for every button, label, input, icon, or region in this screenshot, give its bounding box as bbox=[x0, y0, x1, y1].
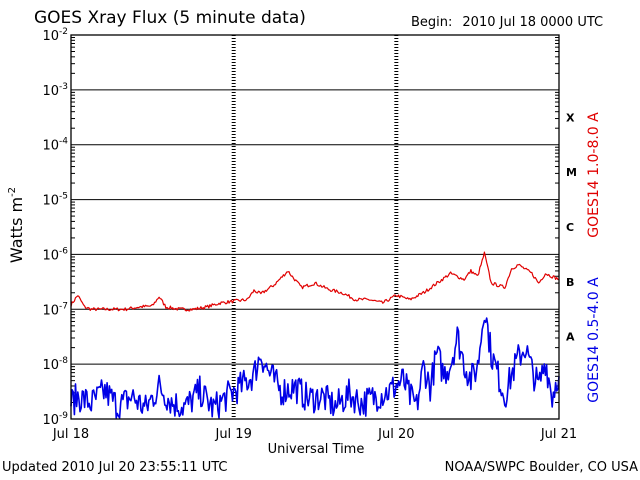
x-tick-label: Jul 18 bbox=[52, 427, 89, 442]
plot-frame bbox=[70, 34, 560, 420]
flare-class-label: A bbox=[566, 331, 575, 344]
legend-entry: GOES14 1.0-8.0 A bbox=[586, 112, 602, 238]
y-tick-exponent: -3 bbox=[59, 82, 68, 92]
begin-value: 2010 Jul 18 0000 UTC bbox=[462, 15, 604, 30]
y-tick-label: 10-7 bbox=[42, 301, 68, 318]
y-tick-base: 10 bbox=[42, 358, 59, 373]
y-tick-label: 10-8 bbox=[42, 356, 68, 373]
y-tick-base: 10 bbox=[42, 413, 59, 428]
y-tick-label: 10-2 bbox=[42, 27, 68, 44]
y-tick-exponent: -8 bbox=[59, 356, 68, 366]
y-tick-exponent: -5 bbox=[59, 192, 68, 202]
y-tick-exponent: -6 bbox=[59, 246, 68, 256]
x-tick-label: Jul 20 bbox=[377, 427, 414, 442]
y-axis-label: Watts m-2 bbox=[7, 187, 26, 263]
y-tick-exponent: -2 bbox=[59, 27, 68, 37]
y-tick-exponent: -9 bbox=[59, 411, 68, 421]
y-tick-exponent: -7 bbox=[59, 301, 68, 311]
series-layer bbox=[70, 251, 560, 419]
y-tick-label: 10-5 bbox=[42, 192, 68, 209]
begin-label: Begin: bbox=[411, 15, 453, 30]
y-tick-base: 10 bbox=[42, 84, 59, 99]
y-tick-label: 10-6 bbox=[42, 246, 68, 263]
y-tick-base: 10 bbox=[42, 303, 59, 318]
flare-class-label: X bbox=[566, 111, 575, 124]
flare-class-label: B bbox=[566, 276, 574, 289]
x-tick-labels: Jul 18 Jul 19 Jul 20 Jul 21 bbox=[52, 427, 577, 442]
series-line bbox=[70, 251, 560, 312]
flare-class-label: C bbox=[566, 221, 574, 234]
series-line bbox=[70, 317, 560, 419]
flare-class-labels: X M C B A bbox=[566, 111, 577, 343]
flare-class-label: M bbox=[566, 166, 577, 179]
y-tick-base: 10 bbox=[42, 29, 59, 44]
y-tick-base: 10 bbox=[42, 139, 59, 154]
y-tick-label: 10-3 bbox=[42, 82, 68, 99]
y-tick-labels: 10-210-310-410-510-610-710-810-9 bbox=[42, 27, 68, 428]
x-tick-label: Jul 19 bbox=[214, 427, 251, 442]
x-tick-label: Jul 21 bbox=[540, 427, 577, 442]
grid-lines bbox=[71, 34, 559, 420]
updated-timestamp: Updated 2010 Jul 20 23:55:11 UTC bbox=[2, 460, 228, 475]
legend-entry: GOES14 0.5-4.0 A bbox=[586, 277, 602, 403]
y-axis-label-text: Watts m bbox=[7, 197, 26, 263]
y-tick-label: 10-9 bbox=[42, 411, 68, 428]
legend: GOES14 1.0-8.0 A GOES14 0.5-4.0 A bbox=[586, 112, 602, 403]
y-axis-label-exponent: -2 bbox=[7, 187, 18, 197]
x-axis-label: Universal Time bbox=[268, 442, 365, 457]
y-tick-base: 10 bbox=[42, 194, 59, 209]
y-tick-exponent: -4 bbox=[59, 137, 68, 147]
begin-time: Begin: 2010 Jul 18 0000 UTC bbox=[411, 15, 603, 30]
y-tick-label: 10-4 bbox=[42, 137, 68, 154]
credit-text: NOAA/SWPC Boulder, CO USA bbox=[444, 460, 638, 475]
y-tick-base: 10 bbox=[42, 248, 59, 263]
chart-title: GOES Xray Flux (5 minute data) bbox=[34, 8, 306, 28]
